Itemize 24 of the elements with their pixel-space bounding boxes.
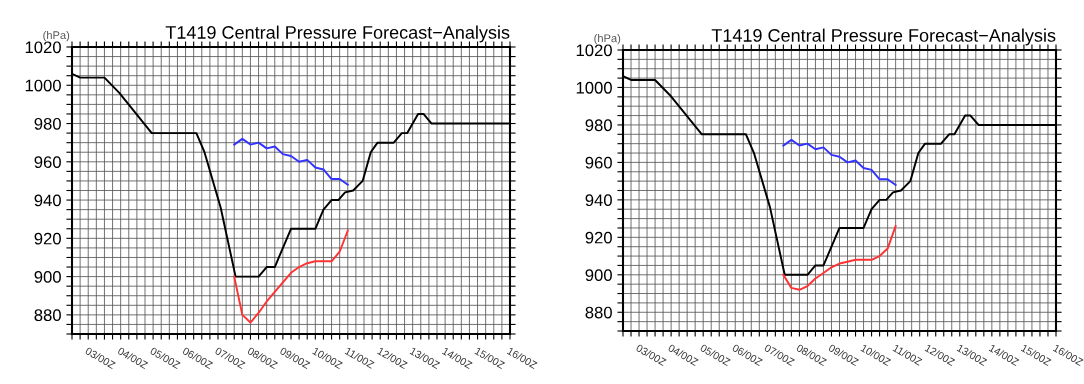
y-tick-label: 940: [585, 194, 612, 207]
y-axis-title: (hPa): [43, 30, 70, 42]
y-axis-title: (hPa): [594, 34, 621, 45]
y-tick-label: 900: [585, 269, 612, 281]
y-tick-label: 1000: [25, 79, 61, 92]
line-series: [782, 225, 897, 291]
y-tick-label: 960: [585, 156, 612, 169]
y-tick-label: 880: [585, 306, 612, 319]
y-tick-label: 980: [34, 117, 61, 130]
y-tick-label: 980: [585, 119, 612, 132]
y-tick-label: 940: [34, 194, 61, 207]
chart-title: T1419 Central Pressure Forecast−Analysis: [165, 25, 510, 43]
y-tick-label: 1020: [576, 44, 612, 57]
line-series: [782, 138, 897, 186]
chart-title: T1419 Central Pressure Forecast−Analysis: [711, 28, 1056, 46]
y-tick-label: 960: [34, 156, 61, 168]
line-series: [233, 229, 349, 324]
y-tick-label: 920: [585, 231, 612, 244]
y-tick-label: 880: [34, 309, 61, 322]
y-tick-label: 1000: [576, 81, 612, 94]
y-tick-label: 1020: [25, 41, 61, 54]
y-tick-label: 900: [34, 271, 61, 283]
line-series: [233, 137, 349, 186]
y-tick-label: 920: [34, 232, 61, 245]
